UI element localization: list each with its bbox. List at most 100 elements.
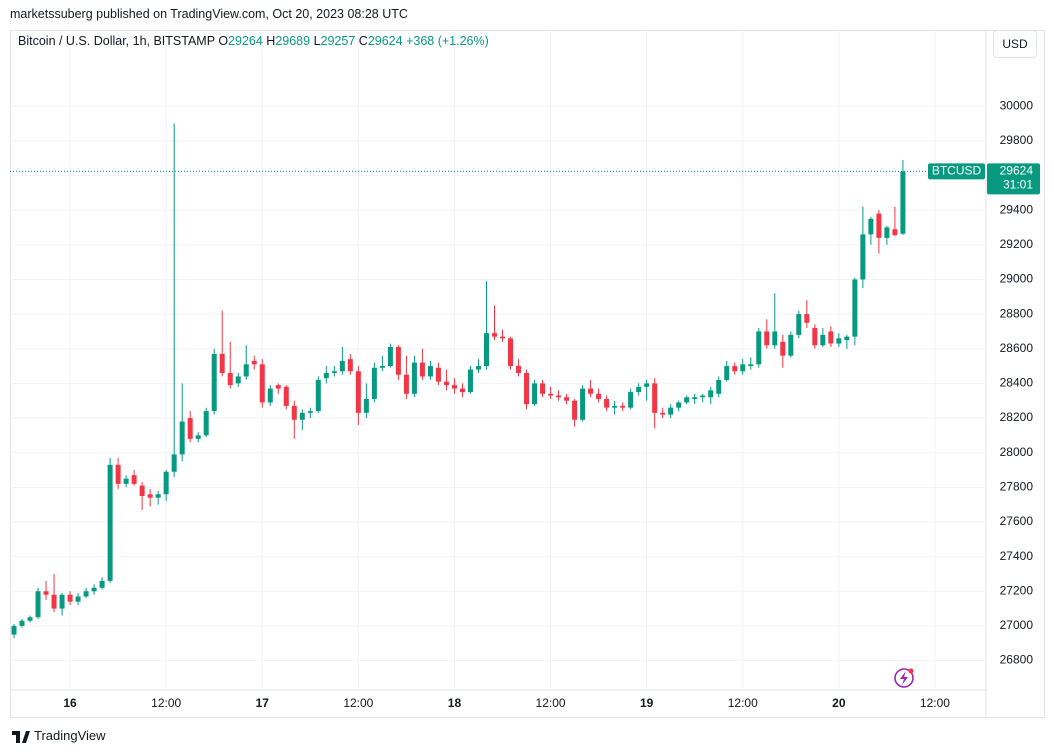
candle-body (652, 383, 658, 413)
candle-body (604, 398, 610, 408)
candle-body (660, 412, 666, 415)
candle-body (283, 386, 289, 406)
candle-body (35, 591, 41, 618)
y-tick-label: 27400 (1000, 549, 1034, 563)
candle-body (572, 400, 578, 420)
x-tick-label: 12:00 (343, 696, 373, 710)
candle-body (475, 366, 481, 370)
candle-body (716, 379, 722, 394)
candle-body (147, 494, 153, 498)
candle-body (500, 336, 506, 339)
candle-body (892, 229, 898, 236)
y-tick-label: 29400 (1000, 202, 1034, 216)
x-tick-label: 19 (640, 696, 654, 710)
candle-body (876, 213, 882, 238)
x-tick-label: 18 (448, 696, 462, 710)
symbol-title: Bitcoin / U.S. Dollar, 1h, BITSTAMP (18, 34, 215, 48)
change-pct: (+1.26%) (437, 34, 489, 48)
candle-body (459, 388, 465, 393)
candle-body (740, 364, 746, 372)
ohlc-label: C (358, 34, 368, 48)
grid (10, 30, 986, 690)
lightning-icon (894, 668, 914, 688)
publisher-line: marketssuberg published on TradingView.c… (10, 7, 408, 21)
candle-body (307, 411, 313, 413)
price-badge (987, 163, 1040, 195)
ohlc-label: H (266, 34, 276, 48)
candle-body (644, 383, 650, 387)
candle-body (275, 385, 281, 389)
candle-body (131, 475, 137, 484)
candle-body (99, 580, 105, 588)
candle-body (764, 331, 770, 346)
ohlc-value: 29624 (367, 34, 403, 48)
candle-body (491, 333, 497, 337)
candle-body (796, 314, 802, 335)
candle-body (588, 388, 594, 394)
y-tick-label: 28400 (1000, 376, 1034, 390)
candle-body (612, 405, 618, 408)
candle-body (195, 435, 201, 439)
candle-body (451, 385, 457, 389)
candle-body (852, 279, 858, 337)
candle-body (443, 381, 449, 386)
candle-body (379, 366, 385, 368)
candle-body (708, 390, 714, 398)
candle-body (251, 360, 257, 365)
y-tick-label: 27000 (1000, 618, 1034, 632)
candle-body (748, 364, 754, 367)
y-tick-label: 26800 (1000, 653, 1034, 667)
candle-body (556, 395, 562, 398)
candle-body (836, 338, 842, 344)
ohlc-value: 29257 (320, 34, 356, 48)
candle-body (235, 376, 241, 384)
candle-body (323, 372, 329, 379)
candle-body (804, 314, 810, 323)
candle-body (395, 347, 401, 375)
candle-body (355, 371, 361, 413)
y-tick-label: 28000 (1000, 445, 1034, 459)
candle-body (331, 371, 337, 373)
candle-body (259, 364, 265, 403)
x-tick-label: 12:00 (536, 696, 566, 710)
candle-body (211, 353, 217, 412)
candle-body (700, 395, 706, 398)
candle-body (219, 353, 225, 373)
y-tick-label: 27600 (1000, 514, 1034, 528)
candle-body (267, 388, 273, 403)
y-tick-label: 28800 (1000, 306, 1034, 320)
candle-body (812, 327, 818, 346)
candle-body (668, 407, 674, 415)
candle-body (580, 388, 586, 420)
candle-body (123, 478, 129, 484)
candle-body (692, 397, 698, 399)
y-tick-label: 28600 (1000, 341, 1034, 355)
currency-button[interactable]: USD (993, 30, 1037, 58)
candle-body (636, 386, 642, 393)
last-price-label: 29624 (1000, 164, 1034, 178)
candle-body (19, 620, 25, 626)
candle-body (163, 471, 169, 495)
candle-body (411, 362, 417, 394)
candle-body (868, 218, 874, 235)
candle-body (516, 366, 522, 373)
candle-body (548, 393, 554, 396)
candle-body (564, 397, 570, 401)
y-tick-label: 27200 (1000, 583, 1034, 597)
tradingview-logo (12, 731, 30, 743)
y-tick-label: 29000 (1000, 272, 1034, 286)
candle-body (187, 418, 193, 439)
candle-body (756, 331, 762, 365)
x-tick-label: 16 (63, 696, 77, 710)
candle-body (620, 405, 626, 408)
x-tick-label: 12:00 (728, 696, 758, 710)
candle-body (772, 331, 778, 346)
candle-body (508, 338, 514, 367)
candle-body (83, 591, 89, 597)
candle-body (596, 393, 602, 399)
candle-body (860, 234, 866, 280)
candle-body (339, 360, 345, 372)
candle-body (299, 412, 305, 420)
ticker-badge (928, 163, 985, 180)
